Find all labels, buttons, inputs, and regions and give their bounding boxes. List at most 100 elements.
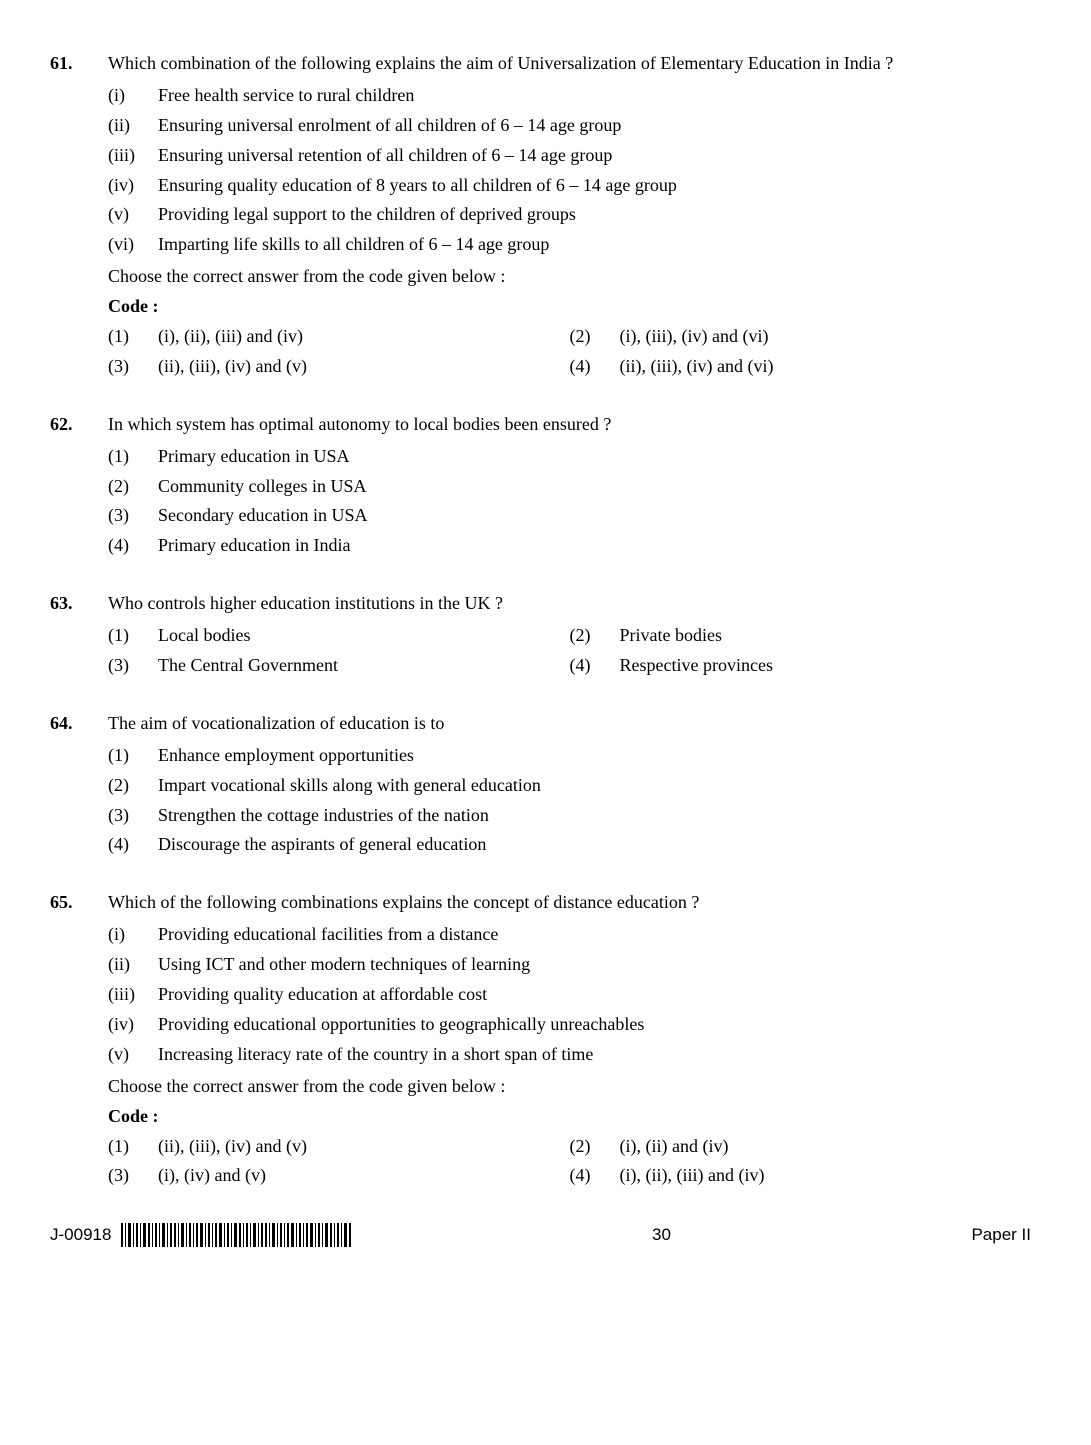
question-body: Who controls higher education institutio… [108, 590, 1031, 682]
option-label: (3) [108, 802, 158, 830]
roman-item: (iv)Ensuring quality education of 8 year… [108, 172, 1031, 200]
page-footer: J-00918 30 Paper II [50, 1222, 1031, 1248]
code-label: Code : [108, 1103, 1031, 1131]
option-text: Discourage the aspirants of general educ… [158, 831, 1031, 859]
option-item: (2)(i), (iii), (iv) and (vi) [570, 323, 1032, 351]
question-number: 62. [50, 411, 108, 562]
option-text: Secondary education in USA [158, 502, 1031, 530]
choose-instruction: Choose the correct answer from the code … [108, 1073, 1031, 1101]
question-body: The aim of vocationalization of educatio… [108, 710, 1031, 861]
roman-item: (i)Free health service to rural children [108, 82, 1031, 110]
choose-instruction: Choose the correct answer from the code … [108, 263, 1031, 291]
roman-text: Providing educational opportunities to g… [158, 1011, 1031, 1039]
option-item: (4)(i), (ii), (iii) and (iv) [570, 1162, 1032, 1190]
option-item: (2)Private bodies [570, 622, 1032, 650]
option-label: (2) [108, 772, 158, 800]
roman-label: (i) [108, 921, 158, 949]
paper-code: J-00918 [50, 1222, 111, 1248]
roman-label: (ii) [108, 112, 158, 140]
roman-text: Providing educational facilities from a … [158, 921, 1031, 949]
roman-item: (vi)Imparting life skills to all childre… [108, 231, 1031, 259]
option-item: (4)Respective provinces [570, 652, 1032, 680]
question-stem: In which system has optimal autonomy to … [108, 411, 1031, 439]
roman-list: (i)Free health service to rural children… [108, 82, 1031, 259]
roman-item: (iv)Providing educational opportunities … [108, 1011, 1031, 1039]
option-text: Impart vocational skills along with gene… [158, 772, 1031, 800]
option-label: (1) [108, 443, 158, 471]
code-label: Code : [108, 293, 1031, 321]
roman-text: Ensuring universal enrolment of all chil… [158, 112, 1031, 140]
option-item: (2)Impart vocational skills along with g… [108, 772, 1031, 800]
option-text: The Central Government [158, 652, 570, 680]
options-list: (1)Primary education in USA(2)Community … [108, 443, 1031, 561]
roman-text: Imparting life skills to all children of… [158, 231, 1031, 259]
roman-item: (i)Providing educational facilities from… [108, 921, 1031, 949]
option-item: (4)Discourage the aspirants of general e… [108, 831, 1031, 859]
option-label: (2) [570, 622, 620, 650]
option-item: (1)Enhance employment opportunities [108, 742, 1031, 770]
option-text: (ii), (iii), (iv) and (v) [158, 353, 570, 381]
options-list: (1)Enhance employment opportunities(2)Im… [108, 742, 1031, 860]
roman-text: Using ICT and other modern techniques of… [158, 951, 1031, 979]
option-label: (2) [570, 323, 620, 351]
roman-text: Free health service to rural children [158, 82, 1031, 110]
option-label: (3) [108, 652, 158, 680]
option-item: (2)(i), (ii) and (iv) [570, 1133, 1032, 1161]
roman-label: (iv) [108, 172, 158, 200]
option-item: (1)Local bodies [108, 622, 570, 650]
roman-label: (iv) [108, 1011, 158, 1039]
roman-item: (iii)Ensuring universal retention of all… [108, 142, 1031, 170]
roman-text: Providing legal support to the children … [158, 201, 1031, 229]
question: 61.Which combination of the following ex… [50, 50, 1031, 383]
roman-text: Providing quality education at affordabl… [158, 981, 1031, 1009]
option-label: (1) [108, 323, 158, 351]
question-body: Which of the following combinations expl… [108, 889, 1031, 1192]
roman-label: (ii) [108, 951, 158, 979]
roman-label: (v) [108, 1041, 158, 1069]
roman-text: Ensuring quality education of 8 years to… [158, 172, 1031, 200]
option-item: (1)(ii), (iii), (iv) and (v) [108, 1133, 570, 1161]
roman-label: (v) [108, 201, 158, 229]
roman-text: Increasing literacy rate of the country … [158, 1041, 1031, 1069]
roman-item: (v)Providing legal support to the childr… [108, 201, 1031, 229]
option-item: (4)Primary education in India [108, 532, 1031, 560]
option-item: (3)Secondary education in USA [108, 502, 1031, 530]
question-stem: Which combination of the following expla… [108, 50, 1031, 78]
option-item: (2)Community colleges in USA [108, 473, 1031, 501]
option-text: Local bodies [158, 622, 570, 650]
question-number: 64. [50, 710, 108, 861]
option-text: (i), (ii) and (iv) [620, 1133, 1032, 1161]
option-label: (1) [108, 1133, 158, 1161]
paper-label: Paper II [971, 1222, 1031, 1248]
option-label: (2) [570, 1133, 620, 1161]
option-text: (i), (iii), (iv) and (vi) [620, 323, 1032, 351]
option-item: (3)The Central Government [108, 652, 570, 680]
option-text: (i), (iv) and (v) [158, 1162, 570, 1190]
option-text: Community colleges in USA [158, 473, 1031, 501]
option-text: (i), (ii), (iii) and (iv) [158, 323, 570, 351]
option-item: (1)Primary education in USA [108, 443, 1031, 471]
roman-item: (ii)Ensuring universal enrolment of all … [108, 112, 1031, 140]
options-list: (1)(i), (ii), (iii) and (iv)(2)(i), (iii… [108, 323, 1031, 383]
option-label: (4) [570, 353, 620, 381]
question-body: Which combination of the following expla… [108, 50, 1031, 383]
question: 62.In which system has optimal autonomy … [50, 411, 1031, 562]
footer-left: J-00918 [50, 1222, 351, 1248]
option-text: (ii), (iii), (iv) and (vi) [620, 353, 1032, 381]
option-label: (1) [108, 742, 158, 770]
option-text: Enhance employment opportunities [158, 742, 1031, 770]
page-number: 30 [652, 1222, 671, 1248]
option-item: (4)(ii), (iii), (iv) and (vi) [570, 353, 1032, 381]
option-label: (3) [108, 1162, 158, 1190]
option-text: Private bodies [620, 622, 1032, 650]
option-label: (4) [570, 652, 620, 680]
roman-item: (v)Increasing literacy rate of the count… [108, 1041, 1031, 1069]
roman-label: (vi) [108, 231, 158, 259]
roman-label: (iii) [108, 142, 158, 170]
options-list: (1)(ii), (iii), (iv) and (v)(2)(i), (ii)… [108, 1133, 1031, 1193]
roman-text: Ensuring universal retention of all chil… [158, 142, 1031, 170]
roman-label: (i) [108, 82, 158, 110]
option-item: (3)(i), (iv) and (v) [108, 1162, 570, 1190]
roman-label: (iii) [108, 981, 158, 1009]
option-label: (4) [570, 1162, 620, 1190]
